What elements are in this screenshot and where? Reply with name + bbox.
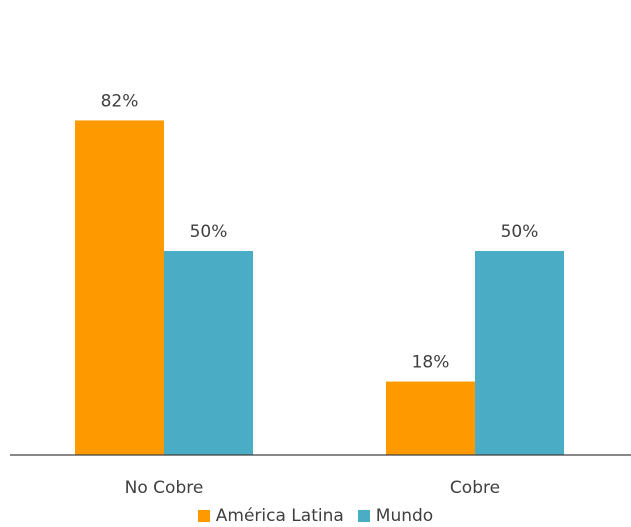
- bar-am-rica-latina-cobre: [386, 381, 475, 455]
- data-label: 50%: [190, 222, 228, 242]
- legend-label-mundo: Mundo: [375, 506, 434, 526]
- legend-swatch-america-latina: [197, 510, 210, 522]
- data-label: 18%: [412, 353, 450, 373]
- data-label: 82%: [101, 91, 139, 111]
- legend-item-mundo: Mundo: [357, 506, 434, 526]
- legend-item-america-latina: América Latina: [197, 506, 344, 526]
- data-label: 50%: [501, 222, 539, 242]
- legend-swatch-mundo: [357, 510, 370, 522]
- legend-label-america-latina: América Latina: [215, 506, 344, 526]
- bar-mundo-no-cobre: [164, 251, 253, 455]
- bar-am-rica-latina-no-cobre: [75, 120, 164, 455]
- legend: América Latina Mundo: [0, 505, 631, 527]
- category-label: Cobre: [450, 478, 500, 498]
- bars-group: [75, 120, 564, 455]
- bar-mundo-cobre: [475, 251, 564, 455]
- category-label: No Cobre: [125, 478, 204, 498]
- labels-group: 82% 50% No Cobre 18% 50% Cobre: [101, 91, 539, 498]
- bar-chart: 82% 50% No Cobre 18% 50% Cobre: [10, 91, 631, 498]
